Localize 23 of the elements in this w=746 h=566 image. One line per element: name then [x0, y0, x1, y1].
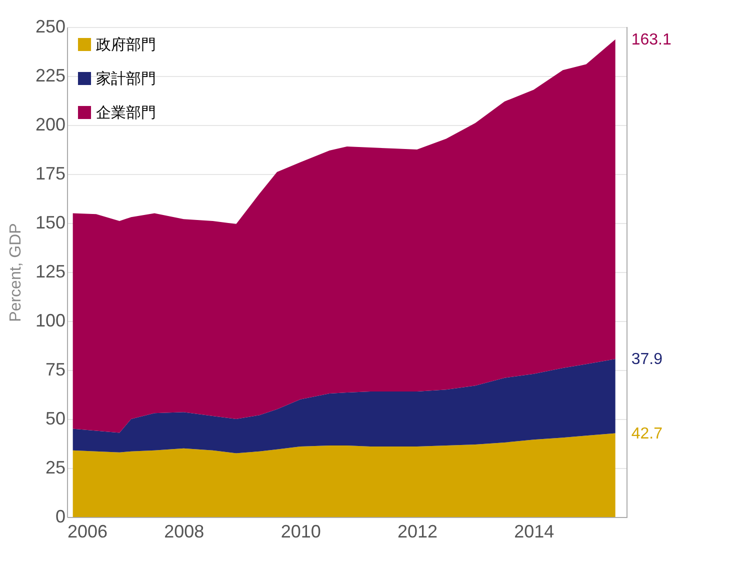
legend-label: 家計部門 [96, 70, 156, 88]
legend-label: 政府部門 [96, 36, 156, 54]
data-label: 163.1 [631, 31, 672, 48]
y-tick-label: 25 [45, 458, 66, 478]
y-tick-label: 150 [35, 212, 66, 232]
legend-label: 企業部門 [96, 104, 156, 122]
y-axis-title: Percent, GDP [7, 223, 24, 322]
x-tick-label: 2012 [397, 522, 438, 542]
y-tick-label: 50 [45, 408, 66, 428]
data-label: 37.9 [631, 351, 663, 368]
x-tick-label: 2014 [514, 522, 554, 542]
y-tick-label: 0 [55, 506, 66, 526]
x-tick-label: 2010 [280, 522, 321, 542]
y-tick-label: 75 [45, 360, 66, 380]
y-tick-label: 225 [35, 66, 66, 86]
y-tick-label: 175 [35, 164, 66, 184]
y-tick-label: 200 [35, 114, 66, 134]
y-tick-label: 100 [35, 310, 66, 330]
data-label: 42.7 [631, 425, 663, 442]
x-tick-label: 2006 [68, 522, 108, 542]
y-tick-label: 250 [35, 16, 66, 36]
x-tick-label: 2008 [164, 522, 204, 542]
y-tick-label: 125 [35, 262, 66, 282]
